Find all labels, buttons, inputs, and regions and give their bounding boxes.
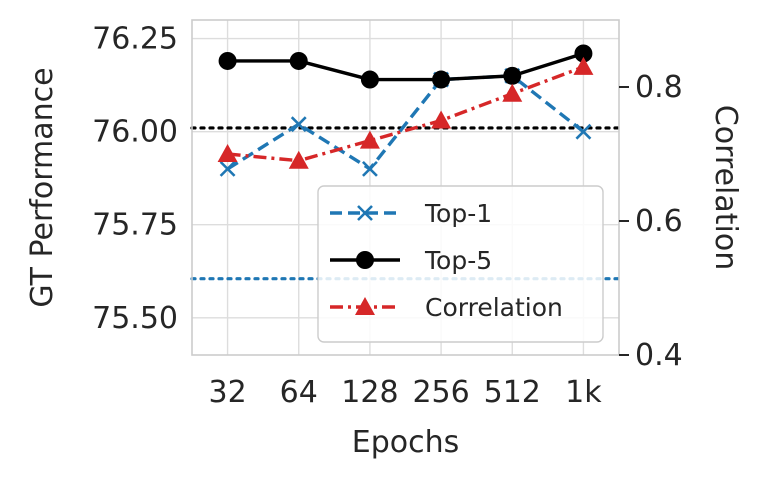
x-tick-label: 512 <box>484 375 541 410</box>
y-tick-label: 76.00 <box>92 115 178 150</box>
data-point-top-1 <box>575 123 592 140</box>
x-marker-stroke <box>361 160 378 177</box>
data-point-correlation <box>431 110 452 129</box>
legend-box <box>317 185 604 343</box>
data-point-top-1 <box>290 116 307 133</box>
y2-tick-label: 0.8 <box>635 70 683 105</box>
data-point-top-5 <box>360 70 379 89</box>
y-tick-label: 75.75 <box>92 208 178 243</box>
x-tick-label: 64 <box>280 375 318 410</box>
series-line-top-1 <box>226 74 585 171</box>
x-tick-label: 128 <box>341 375 398 410</box>
x-marker-stroke <box>357 205 373 221</box>
legend-marker <box>357 205 373 221</box>
data-point-top-5 <box>503 66 522 85</box>
y2-axis-label: Correlation <box>708 105 743 270</box>
data-point-correlation <box>573 56 594 75</box>
x-marker-stroke <box>575 123 592 140</box>
y2-tick-label: 0.4 <box>635 338 683 373</box>
plot-frame <box>191 19 620 356</box>
data-point-top-5 <box>432 70 451 89</box>
x-marker-stroke <box>290 116 307 133</box>
legend-marker <box>356 251 374 269</box>
y-tick-label: 75.50 <box>92 301 178 336</box>
x-tick-label: 1k <box>565 375 602 410</box>
data-point-correlation <box>359 130 380 149</box>
data-point-top-5 <box>218 51 237 70</box>
legend-label: Top-5 <box>424 246 492 275</box>
data-point-top-5 <box>574 44 593 63</box>
series-line-top-5 <box>227 51 584 82</box>
x-axis-label: Epochs <box>352 425 460 460</box>
data-point-top-5 <box>289 51 308 70</box>
x-tick-label: 32 <box>208 375 246 410</box>
y-axis-label: GT Performance <box>25 67 60 307</box>
data-point-correlation <box>217 144 238 162</box>
data-point-top-1 <box>219 160 236 177</box>
legend: Top-1 Top-5 Correlation <box>317 185 604 343</box>
series-layer <box>217 44 594 177</box>
legend-label: Top-1 <box>424 199 492 228</box>
x-tick-label: 256 <box>412 375 469 410</box>
reference-lines <box>190 126 621 281</box>
ticks-layer: 32 64 128 256 512 1k 75.50 75.75 76.00 76.25 0.4 0.… <box>92 22 683 410</box>
data-point-correlation <box>288 150 309 169</box>
legend-label: Correlation <box>425 293 563 322</box>
data-point-correlation <box>502 83 523 102</box>
data-point-top-1 <box>361 160 378 177</box>
legend-marker <box>355 297 375 315</box>
y-tick-label: 76.25 <box>92 22 178 57</box>
x-marker-stroke <box>219 160 236 177</box>
series-line-correlation <box>227 65 585 163</box>
y2-tick-label: 0.6 <box>635 204 683 239</box>
